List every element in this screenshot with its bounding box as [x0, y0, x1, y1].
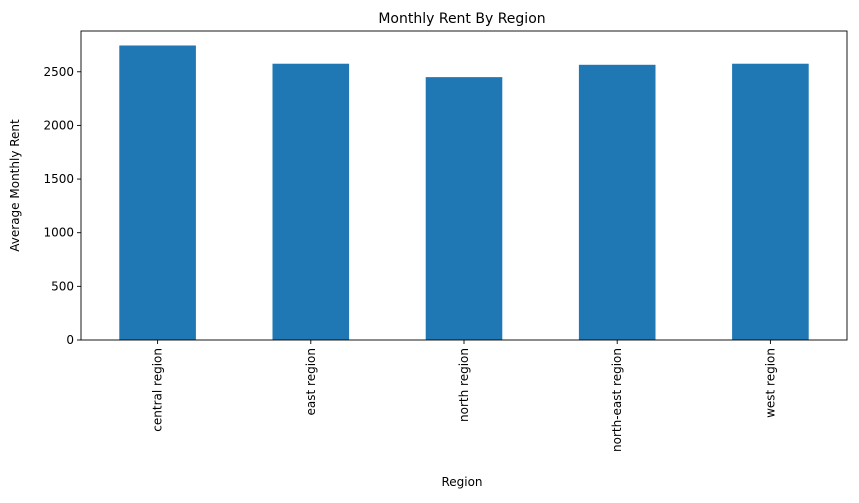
y-axis-label: Average Monthly Rent: [8, 119, 22, 252]
bar: [425, 77, 503, 341]
bar: [272, 63, 350, 340]
y-tick-label: 1000: [43, 226, 74, 240]
x-tick-label: north-east region: [610, 348, 624, 452]
bars-layer: [119, 45, 809, 341]
y-tick-label: 0: [66, 333, 74, 347]
chart-title: Monthly Rent By Region: [378, 11, 545, 27]
y-tick-label: 500: [51, 279, 74, 293]
y-tick-label: 2500: [43, 65, 74, 79]
bar: [119, 45, 196, 340]
x-tick-label: north region: [457, 348, 471, 422]
bar: [578, 64, 656, 340]
y-axis-ticks: 0 500 1000 1500 2000 2500: [43, 65, 81, 347]
y-tick-label: 1500: [43, 172, 74, 186]
x-tick-label: east region: [304, 348, 318, 415]
x-axis-ticks: central region east region north region nor…: [151, 340, 777, 452]
y-tick-label: 2000: [43, 118, 74, 132]
x-axis-label: Region: [441, 475, 482, 489]
x-tick-label: west region: [763, 348, 777, 418]
bar: [732, 63, 809, 340]
x-tick-label: central region: [151, 348, 165, 432]
